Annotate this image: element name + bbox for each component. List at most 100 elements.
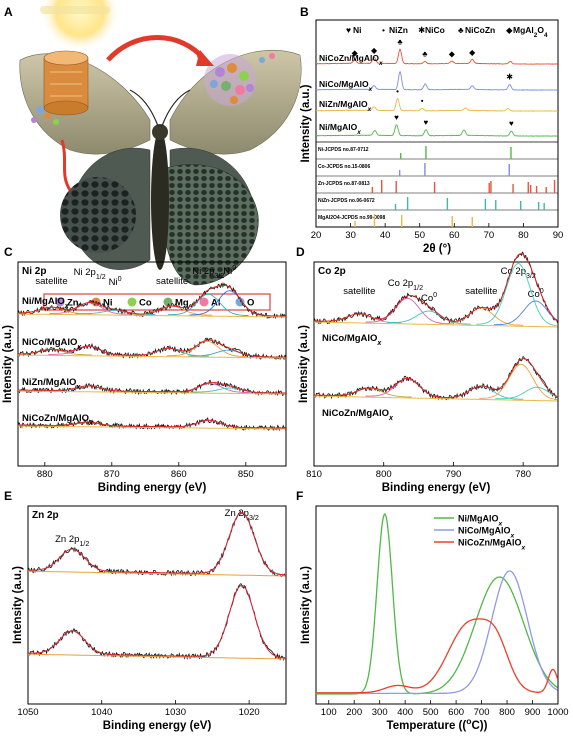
legend-dot-mg xyxy=(163,297,173,307)
ni2p-series-label: Ni/MgAlOx xyxy=(22,296,70,310)
zn2p-raw-spectrum xyxy=(27,583,286,662)
panel-e: E 1050 1040 1030 1020 Binding energy (eV) Int… xyxy=(4,489,287,732)
xrd-peak-marker: • xyxy=(421,97,424,106)
ni2p-background xyxy=(18,354,286,359)
tpr-x-tick-label: 800 xyxy=(499,707,515,718)
co2p-x-tick-label: 780 xyxy=(515,469,531,480)
zn2p-x-tick-label: 1020 xyxy=(239,707,260,718)
tpr-legend-label: NiCoZn/MgAlOx xyxy=(458,538,526,552)
ni2p-peak-annotation: Ni 2p1/2 xyxy=(74,267,106,281)
zoom-arrow xyxy=(60,139,72,191)
xrd-x-axis-label: 2θ (°) xyxy=(423,243,451,255)
ni2p-plot-frame xyxy=(17,261,287,467)
zn2p-fit-component xyxy=(28,548,117,573)
zn2p-x-axis-label: Binding energy (eV) xyxy=(103,720,212,732)
legend-dot-co xyxy=(127,297,137,307)
co2p-fit-component xyxy=(365,377,450,399)
xrd-x-tick-label: 90 xyxy=(553,230,564,241)
xrd-series-label: Ni/MgAlOx xyxy=(319,122,361,136)
honeycomb-macro-left xyxy=(60,177,136,253)
tpr-legend-label: Ni/MgAlOx xyxy=(458,514,503,528)
xrd-legend-symbol: ♥ xyxy=(346,25,351,35)
ni2p-envelope-fit xyxy=(18,339,286,358)
zn2p-fit-component xyxy=(197,584,287,659)
xrd-legend-label: NiCoZn xyxy=(465,25,495,35)
catalyst-sphere-cluster xyxy=(197,53,275,106)
zn2p-peak-annotation: Zn 2p1/2 xyxy=(55,534,89,548)
xrd-ref-label: MgAl2O4-JCPDS no.99-0098 xyxy=(318,215,385,221)
ni2p-envelope-fit xyxy=(17,285,286,317)
ni2p-background xyxy=(18,425,286,430)
xrd-peak-marker: ◆ xyxy=(371,46,378,55)
ni2p-envelope-fit xyxy=(18,381,286,394)
xrd-series-0 xyxy=(315,48,559,65)
xrd-peak-marker: ♥ xyxy=(394,113,399,122)
zn2p-fit-component xyxy=(197,511,287,576)
co2p-fit-component xyxy=(365,297,450,325)
co2p-peak-annotation: Co 2p1/2 xyxy=(388,278,423,292)
co2p-peak-annotation: Co 2p3/2 xyxy=(501,266,536,280)
zn2p-x-tick-label: 1030 xyxy=(165,707,186,718)
tpr-series-1 xyxy=(316,570,558,695)
panel-b: B 20 30 40 50 60 70 80 90 2θ (°) Intensity (a.u.)… xyxy=(300,5,563,255)
ni2p-peak-annotation: Ni0 xyxy=(223,264,236,277)
butterfly-head xyxy=(152,124,168,140)
xrd-x-tick-label: 60 xyxy=(449,230,460,241)
tpr-x-axis-label: Temperature ((oC)) xyxy=(387,716,488,732)
tpr-y-axis-label: Intensity (a.u.) xyxy=(300,566,312,644)
zn2p-peak-annotation: Zn 2p3/2 xyxy=(225,508,259,522)
xrd-legend-symbol: ✱ xyxy=(418,25,425,35)
co2p-background xyxy=(314,395,558,402)
xrd-legend-label: NiCo xyxy=(425,25,445,35)
xrd-series-3 xyxy=(316,124,558,137)
honeycomb-magnified-right xyxy=(159,164,259,286)
panel-label-b: B xyxy=(300,5,309,19)
xrd-legend-symbol: ♣ xyxy=(458,25,464,35)
panel-c: C 880 870 860 850 Binding energy (eV) Intensi… xyxy=(2,245,287,494)
tpr-x-tick-label: 400 xyxy=(397,707,413,718)
transform-arrow xyxy=(106,35,207,62)
panel-label-f: F xyxy=(296,489,303,503)
tpr-x-tick-label: 100 xyxy=(321,707,337,718)
ni2p-y-axis-label: Intensity (a.u.) xyxy=(2,325,14,403)
ni2p-series-label: NiCoZn/MgAlOx xyxy=(22,413,94,427)
co2p-peak-annotation: satellite xyxy=(465,286,497,297)
xrd-legend-symbol: • xyxy=(382,25,385,35)
co2p-title: Co 2p xyxy=(318,266,346,277)
panel-a: A xyxy=(4,0,302,311)
co2p-fit-component xyxy=(495,386,559,400)
xrd-series-1 xyxy=(315,71,558,91)
co2p-plot-frame xyxy=(313,261,559,467)
xrd-series-label: NiCoZn/MgAlOx xyxy=(319,53,383,67)
xrd-peak-marker: ◆ xyxy=(469,48,476,57)
antenna-left xyxy=(129,89,159,127)
catalyst-cylinder xyxy=(43,50,89,116)
zn2p-background xyxy=(28,570,286,577)
xrd-y-axis-label: Intensity (a.u.) xyxy=(300,84,312,162)
xrd-legend-label: NiZn xyxy=(389,25,408,35)
co2p-x-tick-label: 800 xyxy=(376,469,392,480)
legend-label-o: O xyxy=(247,298,254,309)
xrd-ref-label: Zn-JCPDS no.87-0813 xyxy=(318,181,370,187)
zn2p-x-tick-label: 1040 xyxy=(91,707,112,718)
xrd-series-2 xyxy=(315,98,559,112)
sun-rays xyxy=(40,6,110,14)
legend-label-mg: Mg xyxy=(175,298,189,309)
xrd-ref-label: NiZn-JCPDS no.06-0672 xyxy=(318,198,375,204)
zn2p-background xyxy=(28,653,286,660)
ni2p-x-tick-label: 850 xyxy=(238,469,254,480)
xrd-peak-marker: ♣ xyxy=(422,50,428,59)
legend-label-ni: Ni xyxy=(103,298,113,309)
ni2p-series-label: NiZn/MgAlOx xyxy=(22,377,81,391)
legend-label-co: Co xyxy=(139,298,152,309)
legend-dot-al xyxy=(199,297,209,307)
antenna-right xyxy=(161,89,191,127)
co2p-series-label: NiCo/MgAlOx xyxy=(322,333,382,347)
ni2p-x-tick-label: 860 xyxy=(171,469,187,480)
ni2p-series-label: NiCo/MgAlOx xyxy=(22,337,82,351)
panel-label-d: D xyxy=(296,245,305,259)
panel-f: F 100 200 300 400 500 600 700 800 900 1000 Tempera… xyxy=(296,489,569,732)
co2p-background xyxy=(314,321,558,328)
tpr-x-tick-label: 700 xyxy=(474,707,490,718)
